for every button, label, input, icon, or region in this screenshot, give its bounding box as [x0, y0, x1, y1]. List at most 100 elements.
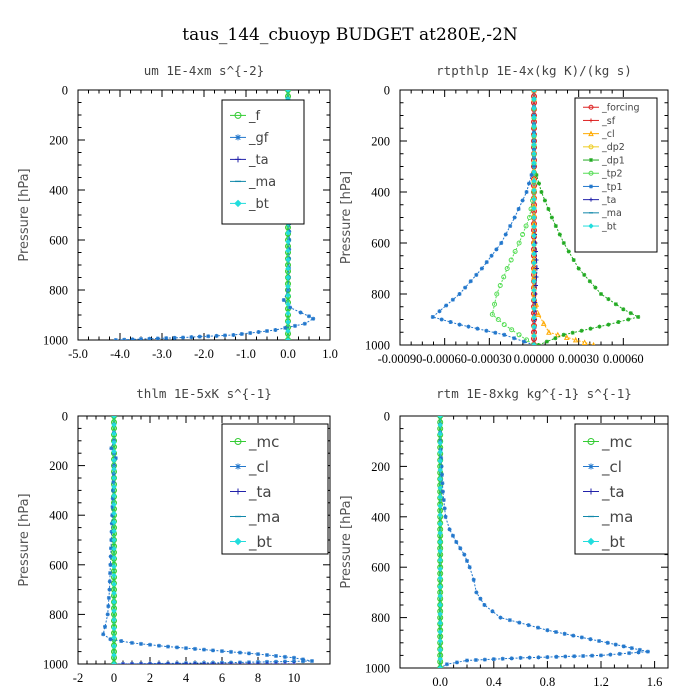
data-point: [184, 662, 188, 664]
x-tick-label: 4: [183, 671, 190, 685]
data-point: [531, 160, 537, 166]
legend-entry: _bt: [601, 221, 617, 232]
data-point: [283, 654, 287, 659]
data-point: [533, 300, 538, 305]
data-point: [531, 324, 537, 330]
data-point: [484, 328, 489, 333]
x-tick-label: 1.6: [647, 675, 663, 689]
data-point: [111, 617, 117, 623]
series-bt: [111, 416, 117, 664]
data-point: [310, 659, 314, 664]
data-point: [467, 565, 472, 570]
data-point: [563, 334, 570, 340]
data-point: [109, 529, 114, 534]
data-point: [111, 563, 117, 570]
data-point: [554, 630, 559, 634]
x-tick-label: 0.0: [280, 347, 296, 361]
data-point: [437, 476, 443, 482]
data-point: [645, 649, 650, 654]
series-line: [533, 90, 594, 345]
data-point: [527, 181, 532, 186]
data-point: [111, 599, 117, 605]
data-point: [466, 324, 471, 329]
data-point: [448, 320, 453, 325]
legend-marker: [234, 111, 242, 119]
data-point: [437, 548, 443, 554]
data-point: [285, 337, 291, 340]
x-tick-label: 10: [288, 671, 301, 685]
data-point: [599, 653, 603, 658]
data-point: [605, 640, 610, 645]
y-tick-label: 600: [371, 237, 390, 251]
y-tick-label: 0: [384, 410, 390, 424]
x-tick-label: -2: [73, 671, 83, 685]
data-point: [311, 316, 316, 321]
y-tick-label: 200: [371, 460, 390, 474]
data-point: [111, 625, 117, 632]
data-point: [471, 577, 476, 582]
data-point: [107, 587, 112, 592]
y-tick-label: 600: [49, 558, 68, 572]
data-point: [111, 643, 117, 649]
data-point: [111, 581, 117, 587]
data-point: [490, 609, 495, 614]
legend-entry: _tp2: [601, 169, 623, 180]
x-tick-label: -5.0: [68, 347, 88, 361]
data-point: [629, 646, 634, 651]
data-point: [157, 643, 161, 648]
legend-entry: _ta: [248, 153, 269, 168]
data-point: [111, 501, 117, 508]
data-point: [561, 241, 566, 245]
data-point: [531, 260, 537, 266]
data-point: [531, 205, 537, 212]
data-point: [531, 314, 537, 321]
data-point: [457, 292, 462, 296]
data-point: [531, 114, 537, 121]
data-point: [482, 603, 487, 607]
data-point: [468, 279, 473, 284]
y-tick-label: 400: [49, 184, 68, 198]
data-point: [518, 655, 523, 660]
data-point: [285, 283, 291, 290]
data-point: [238, 662, 242, 664]
data-point: [111, 528, 117, 534]
chart-panel: thlm 1E-5xK s^{-1} Pressure [hPa] 0 200 400 6…: [17, 386, 331, 685]
data-point: [627, 651, 632, 656]
data-point: [597, 324, 602, 329]
data-point: [238, 650, 242, 655]
data-point: [524, 190, 529, 194]
y-tick-label: 400: [371, 186, 390, 200]
data-point: [457, 322, 462, 327]
data-point: [465, 658, 469, 663]
data-point: [571, 633, 576, 638]
legend-marker: [235, 134, 241, 141]
x-tick-label: -0.00060: [422, 352, 467, 366]
data-point: [439, 456, 444, 460]
data-point: [493, 330, 498, 335]
data-point: [546, 207, 551, 211]
data-point: [531, 123, 537, 130]
data-point: [546, 329, 552, 335]
y-tick-label: 400: [49, 509, 68, 523]
data-point: [111, 475, 117, 481]
data-point: [437, 566, 443, 572]
legend-entry: _f: [248, 109, 261, 124]
data-point: [533, 249, 538, 254]
data-point: [534, 266, 539, 271]
data-point: [536, 655, 541, 660]
data-point: [549, 215, 554, 220]
data-point: [484, 260, 489, 265]
data-point: [437, 494, 443, 500]
data-point: [516, 207, 521, 211]
data-point: [579, 635, 584, 640]
data-point: [437, 575, 443, 581]
legend-marker: [588, 130, 594, 137]
legend-marker: [235, 156, 241, 163]
data-point: [527, 655, 532, 660]
x-tick-label: -1.0: [236, 347, 256, 361]
data-point: [184, 646, 188, 651]
legend-entry: _ta: [601, 195, 616, 206]
data-point: [220, 649, 224, 654]
data-point: [531, 187, 537, 193]
